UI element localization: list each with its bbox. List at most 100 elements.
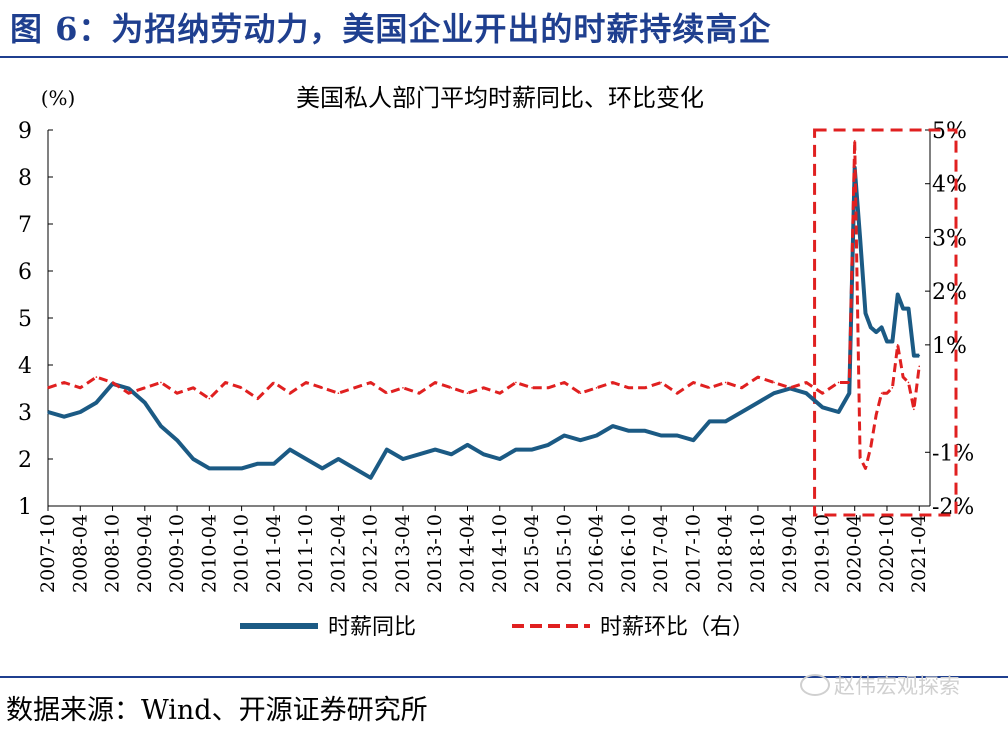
point-yoy — [773, 392, 775, 395]
point-mom — [160, 381, 162, 384]
x-tick-label: 2018-04 — [715, 514, 737, 593]
point-yoy — [740, 411, 743, 413]
point-yoy — [353, 467, 356, 470]
left-tick-label: 4 — [18, 354, 32, 379]
point-mom — [289, 392, 291, 395]
point-mom — [240, 387, 243, 389]
left-tick-label: 5 — [18, 307, 32, 332]
point-mom — [111, 381, 114, 384]
point-yoy — [273, 462, 275, 465]
point-mom — [880, 392, 883, 395]
point-yoy — [724, 420, 727, 423]
point-yoy — [864, 312, 867, 315]
highlight-box — [813, 128, 958, 517]
x-tick-label: 2019-04 — [779, 514, 801, 593]
point-yoy — [402, 458, 404, 460]
point-mom — [740, 387, 743, 389]
point-mom — [757, 376, 759, 378]
title-rule — [0, 56, 1008, 58]
x-tick-label: 2015-04 — [521, 514, 543, 593]
point-yoy — [256, 462, 259, 465]
left-axis-unit: (%) — [41, 86, 76, 110]
x-tick-label: 2009-04 — [134, 514, 156, 593]
point-yoy — [611, 425, 614, 427]
right-tick-label: 1% — [932, 334, 967, 359]
point-mom — [144, 387, 146, 389]
point-yoy — [289, 448, 291, 451]
point-mom — [192, 387, 195, 389]
point-mom — [611, 381, 614, 384]
source-note: 数据来源：Wind、开源证券研究所 — [6, 695, 428, 726]
point-yoy — [63, 415, 65, 418]
x-tick-label: 2009-10 — [166, 514, 188, 593]
point-yoy — [515, 448, 517, 451]
x-tick-label: 2010-10 — [231, 514, 253, 593]
point-yoy — [434, 448, 437, 451]
x-tick-label: 2008-10 — [102, 514, 124, 593]
right-tick-label: 4% — [932, 173, 967, 198]
point-mom — [579, 392, 582, 395]
point-mom — [644, 387, 646, 389]
point-mom — [875, 413, 878, 416]
left-tick-label: 2 — [18, 448, 32, 473]
point-mom — [466, 392, 469, 395]
point-mom — [859, 456, 861, 459]
point-yoy — [676, 434, 679, 437]
point-mom — [660, 381, 662, 384]
x-tick-label: 2012-04 — [327, 514, 349, 593]
plot-area — [47, 128, 958, 517]
point-yoy — [692, 439, 695, 442]
point-yoy — [886, 340, 888, 343]
point-yoy — [870, 326, 872, 329]
x-tick-label: 2017-04 — [650, 514, 672, 593]
point-yoy — [907, 307, 910, 310]
figure-title: 图 6：为招纳劳动力，美国企业开出的时薪持续高企 — [10, 10, 772, 48]
point-yoy — [708, 420, 711, 423]
point-yoy — [837, 411, 840, 413]
point-mom — [913, 408, 915, 411]
legend: 时薪同比 时薪环比（右） — [240, 615, 754, 640]
x-tick-label: 2017-10 — [682, 514, 704, 593]
point-mom — [47, 387, 49, 389]
x-tick-label: 2014-10 — [489, 514, 511, 593]
point-yoy — [563, 434, 566, 437]
point-yoy — [859, 237, 861, 239]
point-yoy — [644, 430, 646, 432]
point-mom — [870, 446, 872, 448]
point-mom — [498, 392, 501, 395]
point-mom — [837, 381, 840, 384]
point-mom — [482, 387, 485, 389]
point-mom — [418, 392, 420, 395]
point-mom — [628, 387, 630, 389]
point-mom — [353, 387, 356, 389]
point-mom — [676, 392, 679, 395]
x-tick-label: 2016-10 — [618, 514, 640, 593]
point-mom — [864, 467, 867, 470]
point-yoy — [660, 434, 662, 437]
point-mom — [563, 381, 566, 384]
point-yoy — [127, 387, 130, 390]
point-mom — [127, 392, 130, 395]
point-yoy — [192, 458, 195, 460]
watermark: 赵伟宏观探索 — [800, 670, 960, 700]
point-mom — [918, 365, 921, 368]
x-tick-label: 2013-04 — [392, 514, 414, 593]
point-yoy — [880, 326, 883, 329]
x-tick-label: 2011-04 — [263, 514, 285, 593]
point-mom — [891, 387, 894, 389]
right-tick-label: 3% — [932, 226, 967, 251]
left-tick-label: 6 — [18, 260, 32, 285]
series-line-yoy — [47, 165, 920, 480]
x-tick-label: 2016-04 — [586, 514, 608, 593]
point-mom — [547, 387, 549, 389]
point-yoy — [531, 448, 533, 451]
point-mom — [907, 381, 910, 384]
point-yoy — [902, 307, 904, 310]
point-mom — [531, 387, 533, 389]
x-tick-label: 2014-04 — [456, 514, 478, 593]
x-tick-label: 2008-04 — [69, 514, 91, 593]
point-mom — [224, 381, 227, 384]
point-mom — [724, 381, 727, 384]
point-yoy — [240, 467, 243, 470]
left-tick-label: 9 — [18, 119, 32, 144]
